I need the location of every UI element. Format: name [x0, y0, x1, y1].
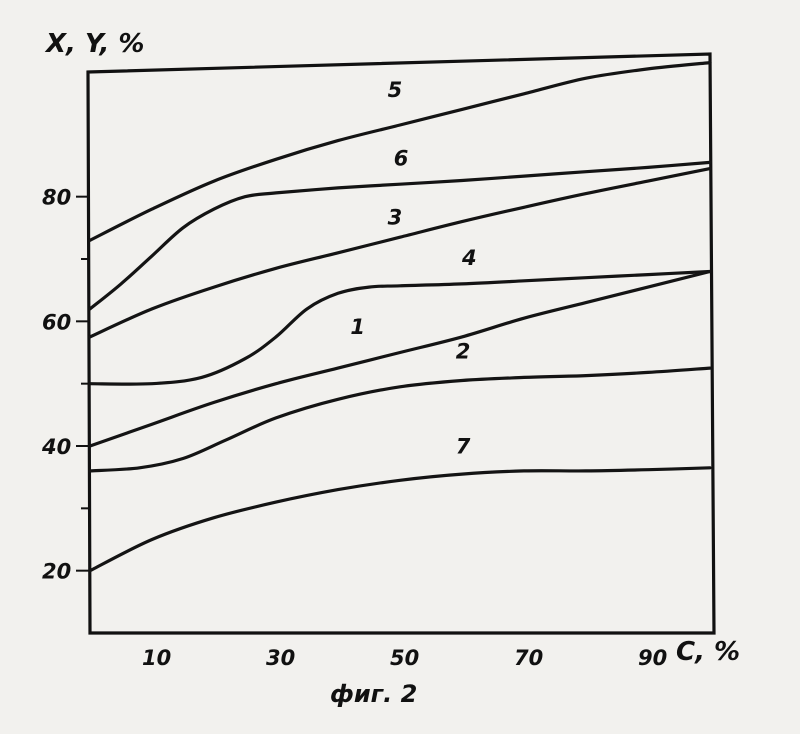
x-tick-label: 70 — [514, 646, 543, 670]
x-tick-label: 10 — [142, 646, 171, 670]
x-tick-label: 50 — [390, 646, 419, 670]
x-tick-label: 90 — [638, 646, 667, 670]
series-label-3: 3 — [388, 206, 403, 230]
series-label-1: 1 — [350, 315, 365, 339]
y-tick-label: 40 — [41, 435, 71, 459]
y-tick-label: 20 — [42, 560, 71, 584]
series-label-4: 4 — [461, 246, 477, 270]
x-tick-label: 30 — [266, 646, 295, 670]
series-label-6: 6 — [394, 147, 409, 171]
x-axis-title: C, % — [676, 637, 740, 667]
y-tick-label: 60 — [42, 310, 71, 334]
figure-caption: фиг. 2 — [330, 680, 417, 708]
series-label-5: 5 — [388, 78, 403, 102]
series-label-2: 2 — [456, 340, 471, 364]
series-label-7: 7 — [456, 434, 471, 458]
y-tick-label: 80 — [42, 186, 71, 210]
y-axis-title: X, Y, % — [44, 29, 144, 59]
